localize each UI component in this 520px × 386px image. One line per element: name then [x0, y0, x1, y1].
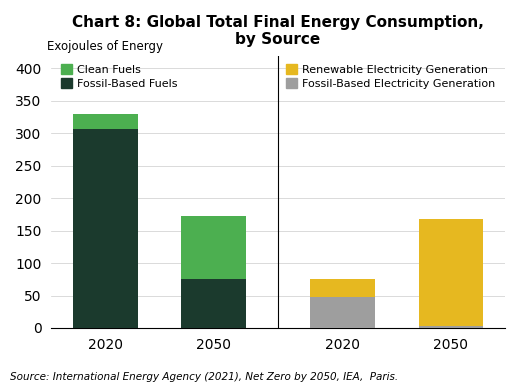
Bar [419, 326, 484, 328]
Text: Source: International Energy Agency (2021), Net Zero by 2050, IEA,  Paris.: Source: International Energy Agency (202… [10, 372, 398, 382]
Bar [310, 279, 375, 297]
Bar [181, 279, 245, 328]
Bar [73, 129, 138, 328]
Text: Exojoules of Energy: Exojoules of Energy [47, 40, 163, 53]
Bar [419, 219, 484, 326]
Legend: Renewable Electricity Generation, Fossil-Based Electricity Generation: Renewable Electricity Generation, Fossil… [286, 64, 495, 89]
Bar [73, 114, 138, 129]
Title: Chart 8: Global Total Final Energy Consumption,
by Source: Chart 8: Global Total Final Energy Consu… [72, 15, 484, 47]
Bar [310, 297, 375, 328]
Bar [181, 217, 245, 279]
